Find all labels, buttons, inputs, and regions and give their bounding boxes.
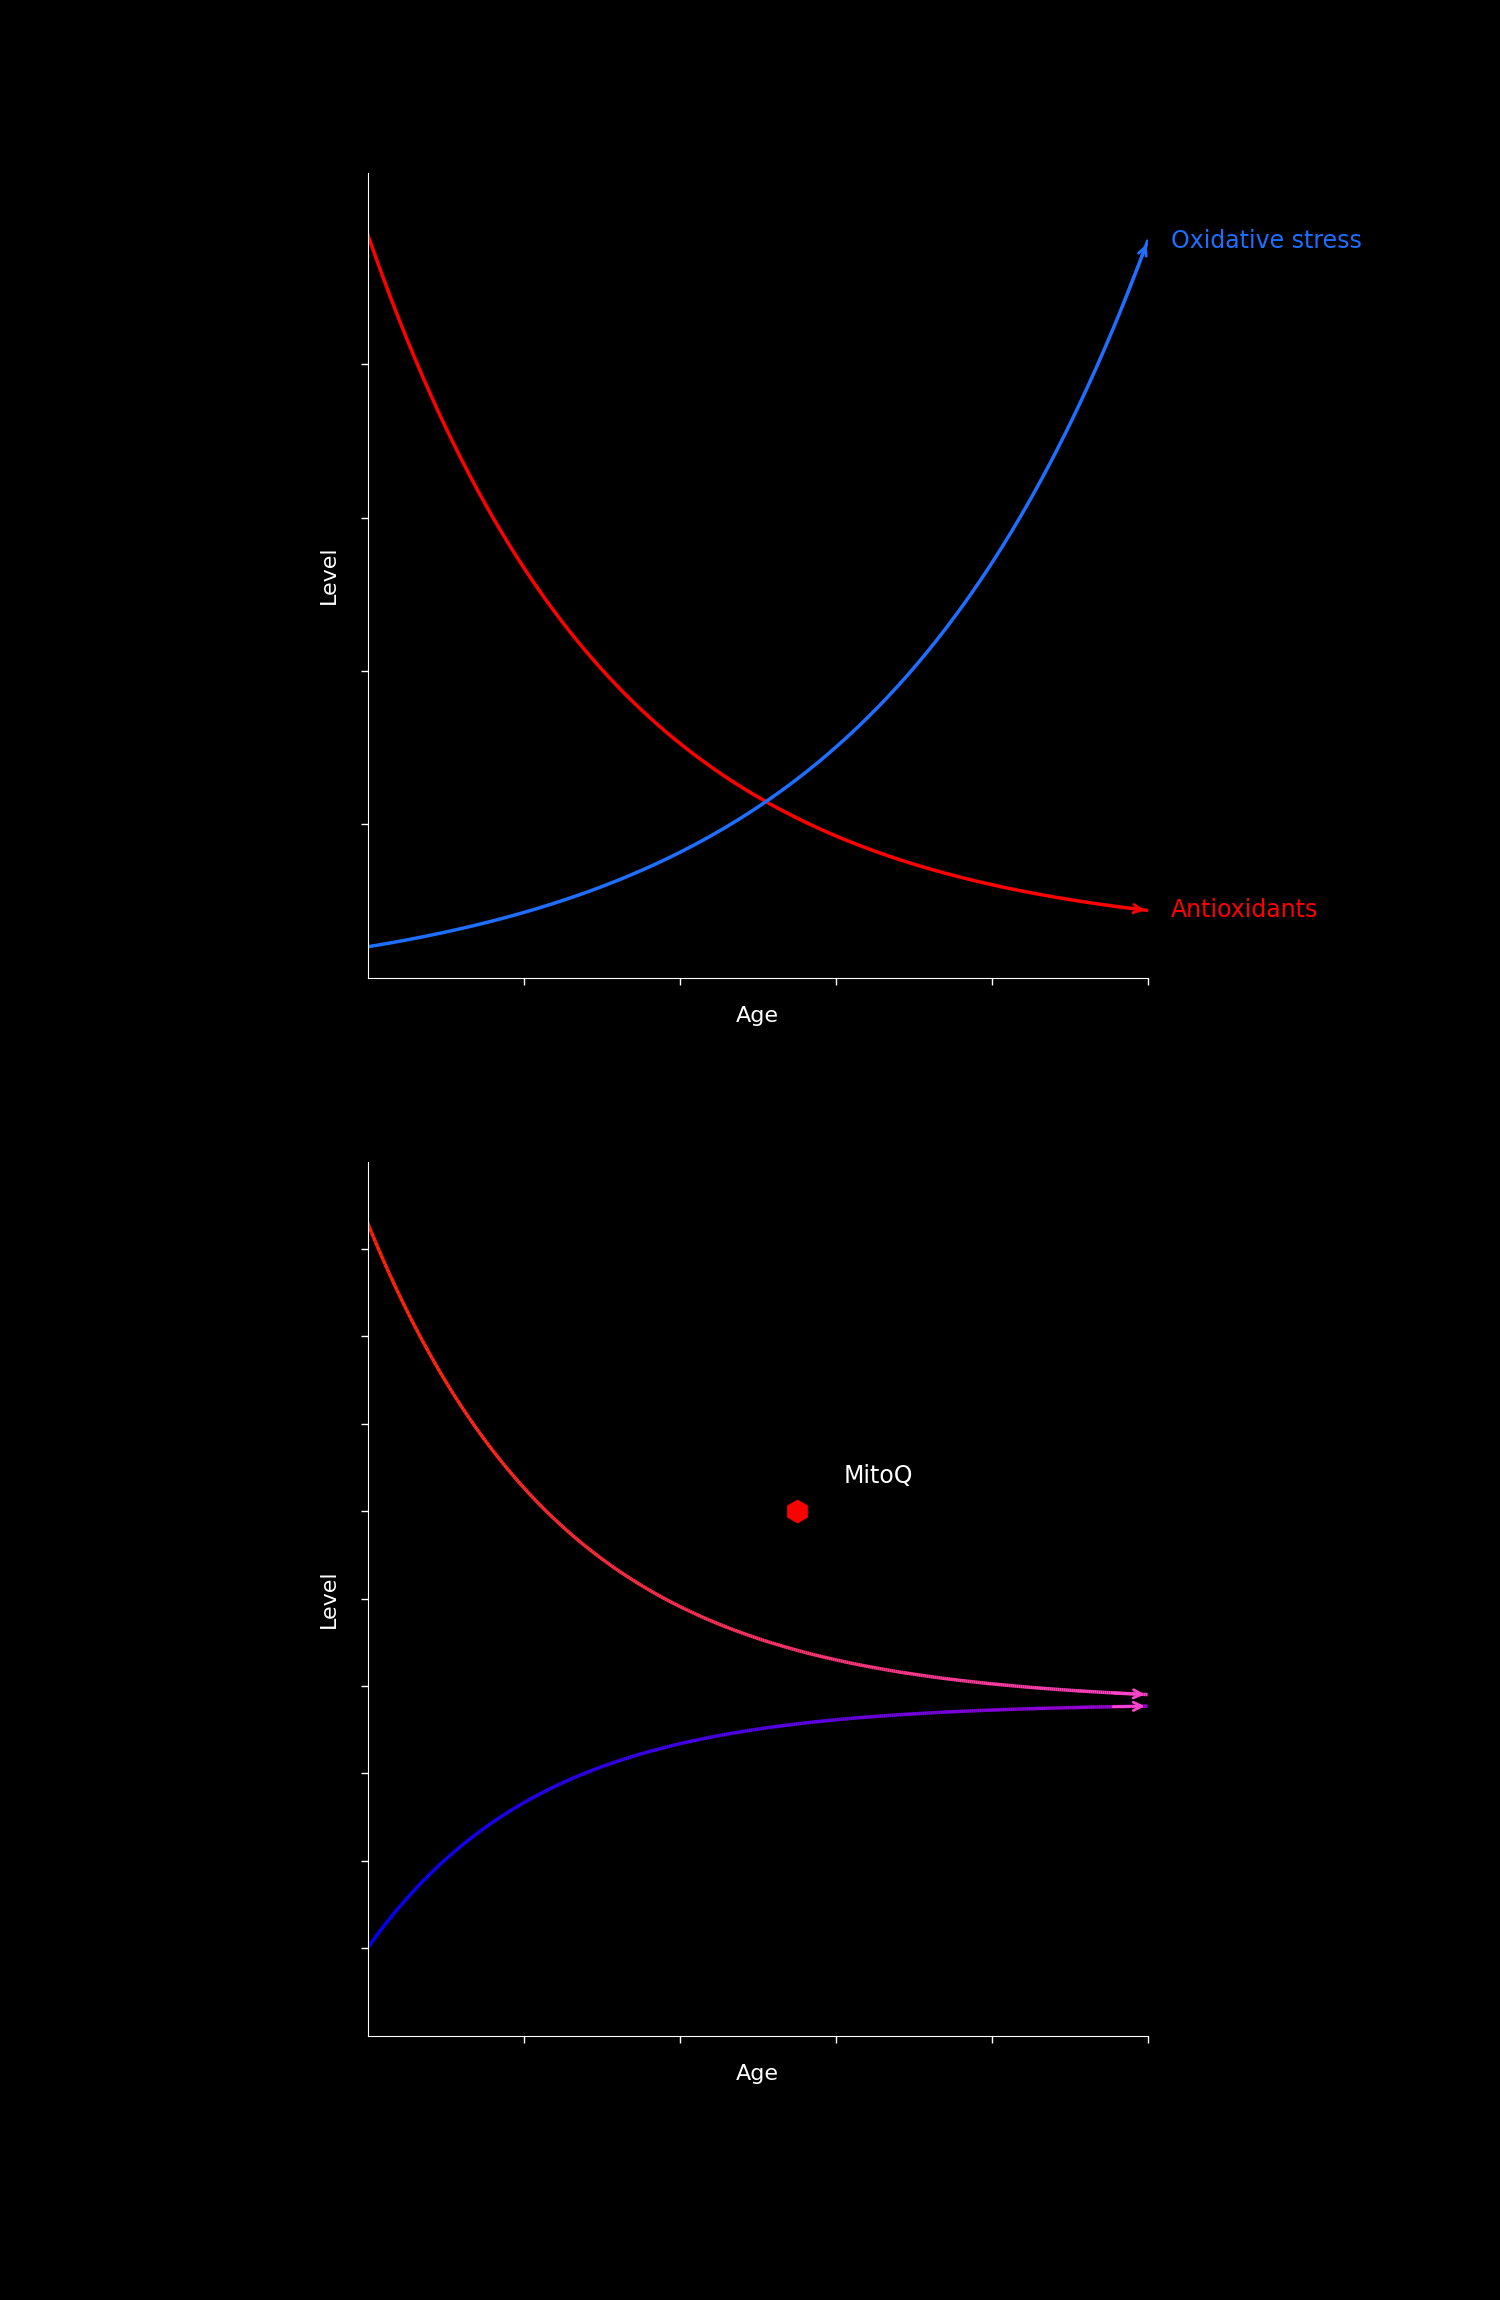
- Text: Oxidative stress: Oxidative stress: [1172, 230, 1362, 253]
- X-axis label: Age: Age: [736, 2063, 778, 2084]
- Y-axis label: Level: Level: [320, 1569, 339, 1628]
- Text: Antioxidants: Antioxidants: [1172, 899, 1318, 922]
- Y-axis label: Level: Level: [320, 545, 339, 605]
- Text: MitoQ: MitoQ: [843, 1465, 914, 1488]
- X-axis label: Age: Age: [736, 1005, 778, 1026]
